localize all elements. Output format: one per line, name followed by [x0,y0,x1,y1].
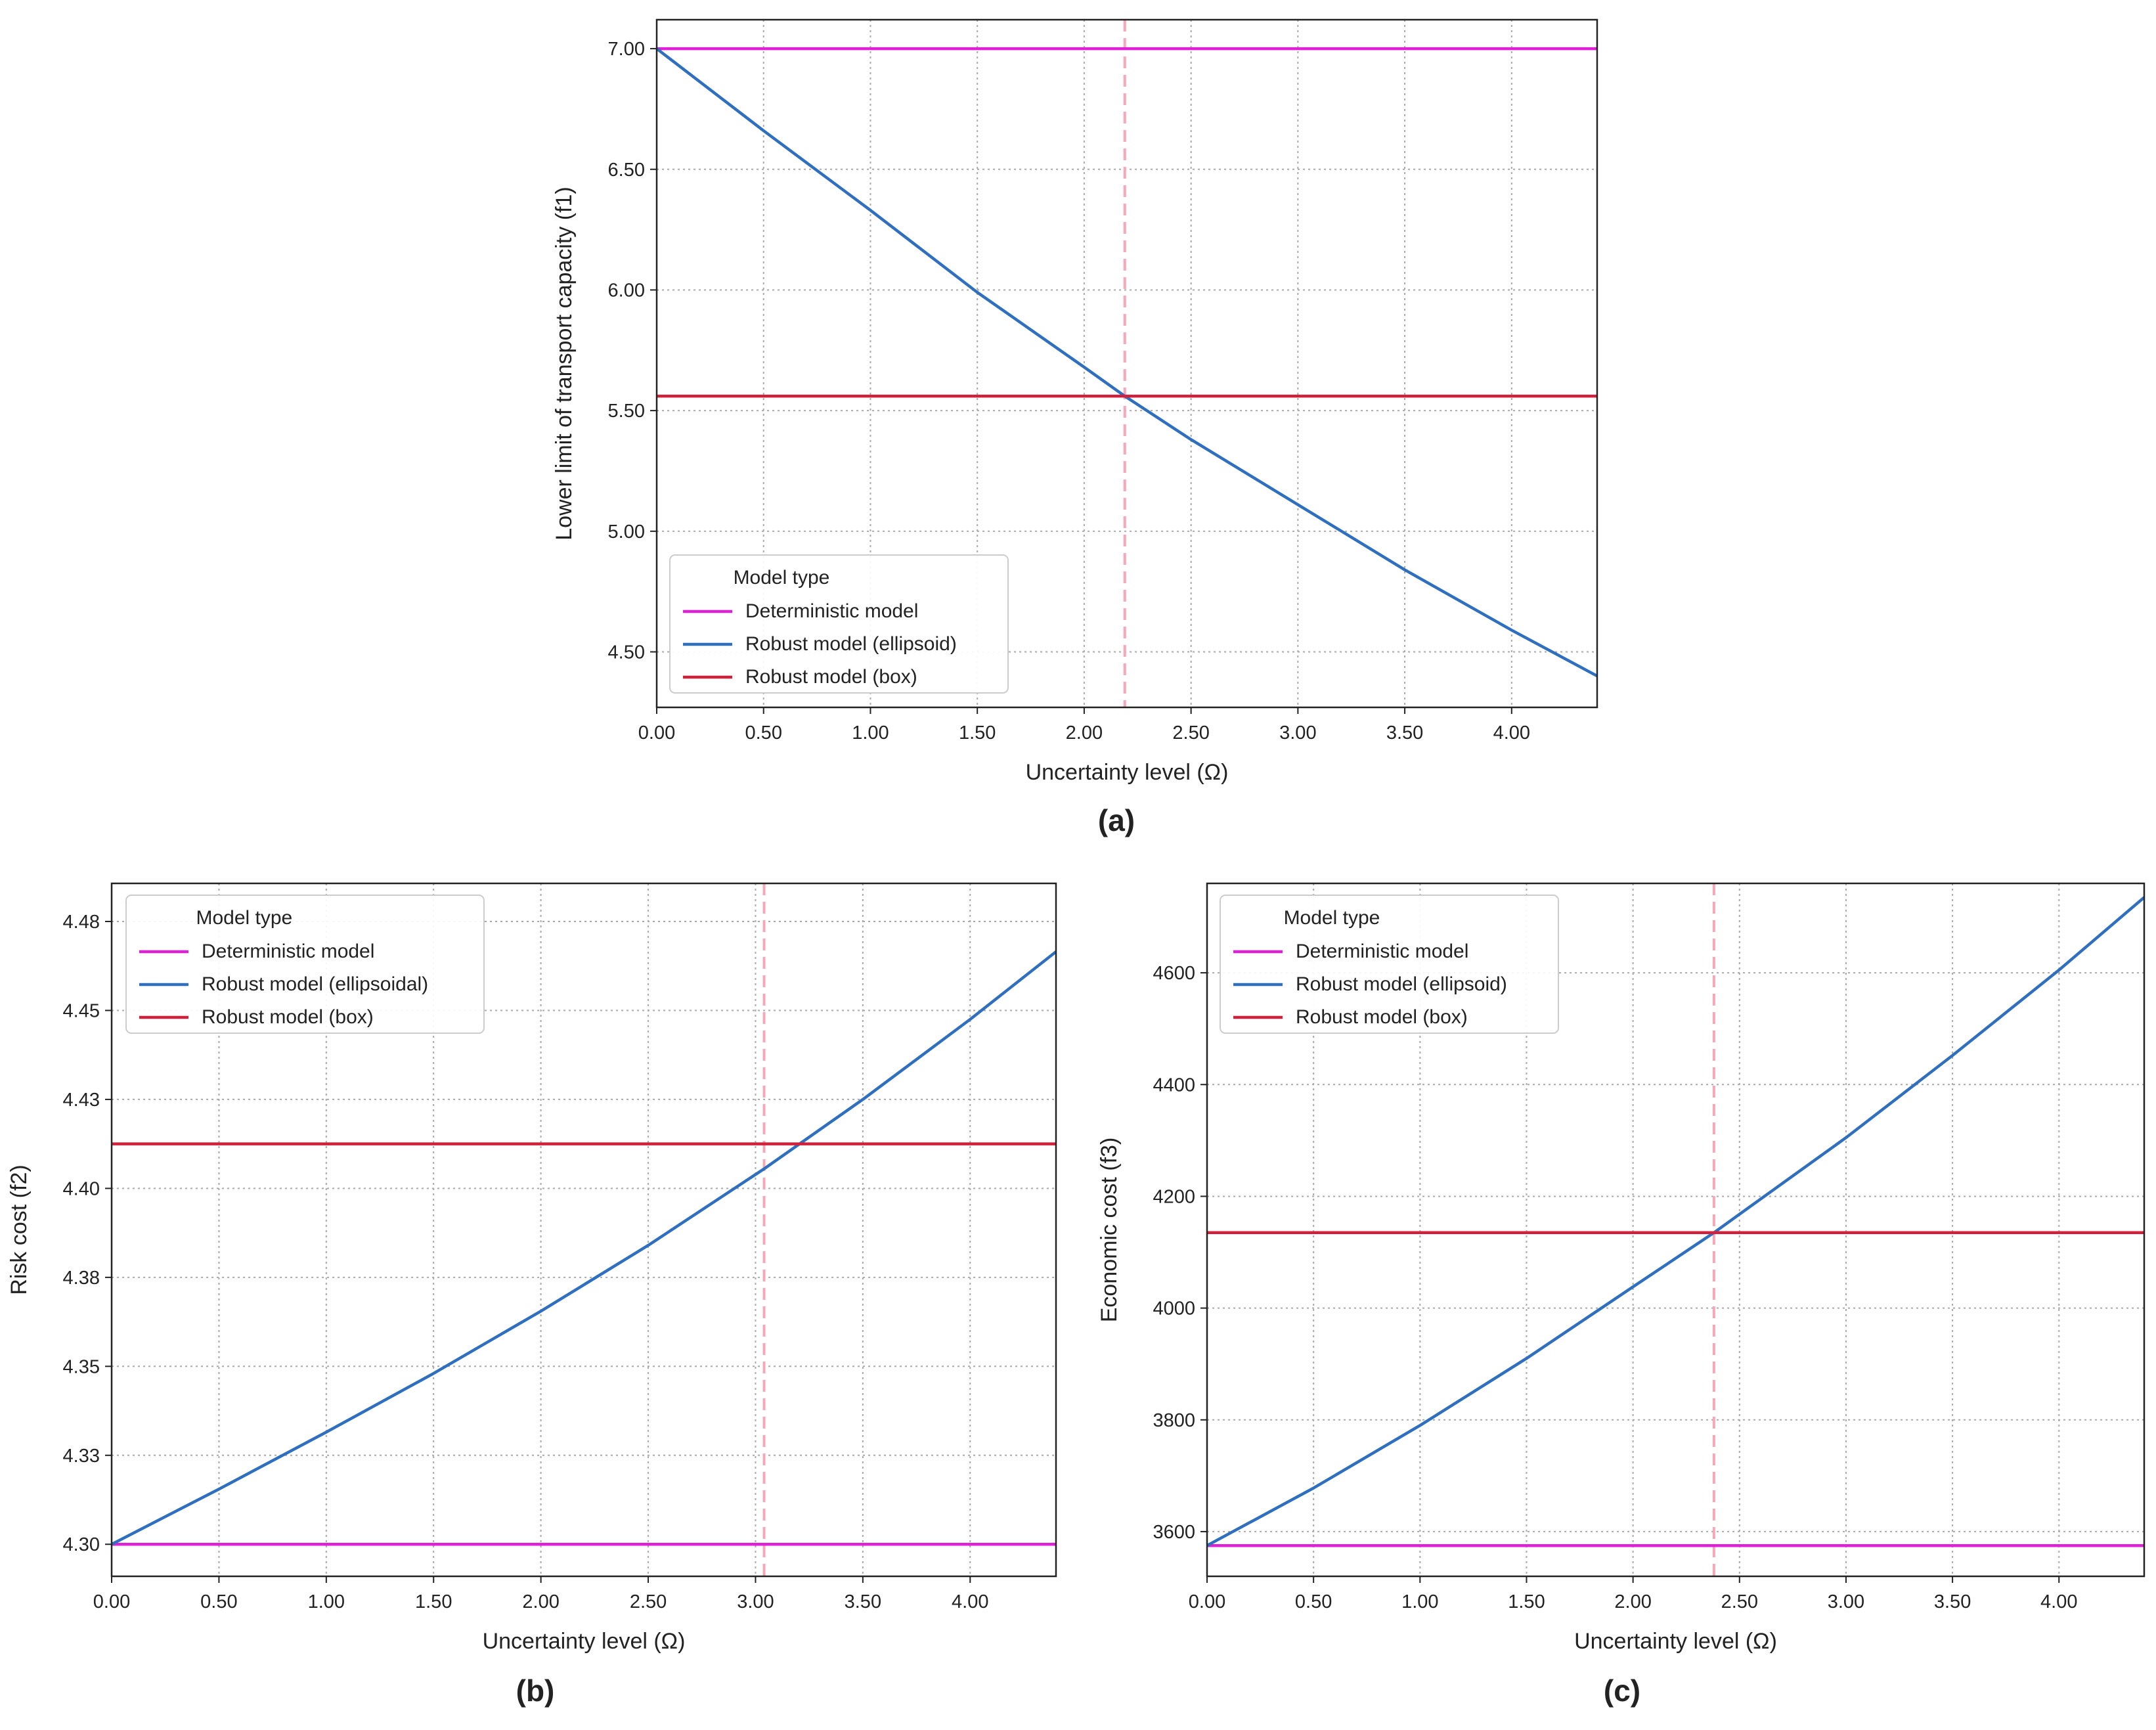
plot-frame [110,882,1057,1578]
y-tick-label: 3800 [1153,1410,1195,1431]
legend-entry: Robust model (ellipsoidal) [202,973,428,995]
legend-box [669,554,1009,694]
plot-frame [655,18,1598,709]
legend-entry: Robust model (box) [202,1006,374,1028]
x-tick-label: 1.50 [1508,1591,1545,1612]
y-tick-label: 4600 [1153,963,1195,984]
x-tick-label: 0.50 [745,722,782,743]
legend-title: Model type [1284,907,1380,929]
legend-entry: Robust model (box) [1296,1006,1468,1028]
x-tick-label: 1.00 [1401,1591,1438,1612]
series-line-ellipsoid [110,950,1057,1546]
legend-box [125,895,485,1034]
x-tick-label: 3.00 [737,1591,774,1612]
legend-entry: Robust model (box) [745,666,917,688]
panel-label: (a) [1098,803,1135,837]
y-axis-label: Risk cost (f2) [7,1164,32,1295]
legend-entry: Deterministic model [202,941,374,962]
y-axis-label: Lower limit of transport capacity (f1) [552,187,577,541]
plot-frame [1206,882,2145,1578]
legend: Model type Deterministic model Robust mode… [125,895,485,1034]
y-tick-label: 5.50 [608,401,645,422]
x-tick-label: 0.00 [1189,1591,1225,1612]
y-tick-label: 4.48 [63,912,100,933]
x-tick-label: 0.00 [638,722,675,743]
y-tick-label: 4.40 [63,1178,100,1199]
legend-entry: Robust model (ellipsoid) [745,633,957,655]
y-tick-label: 3600 [1153,1522,1195,1543]
y-tick-label: 4.30 [63,1534,100,1555]
x-tick-label: 2.50 [1172,722,1209,743]
x-tick-label: 2.50 [630,1591,667,1612]
y-tick-label: 6.00 [608,280,645,301]
y-tick-label: 4.35 [63,1356,100,1377]
y-tick-label: 4400 [1153,1075,1195,1096]
x-tick-label: 0.00 [93,1591,130,1612]
y-tick-label: 4.38 [63,1268,100,1289]
legend-entry: Robust model (ellipsoid) [1296,973,1507,995]
x-tick-label: 4.00 [2040,1591,2077,1612]
x-tick-label: 4.00 [1493,722,1530,743]
x-tick-label: 0.50 [200,1591,237,1612]
x-tick-label: 2.50 [1721,1591,1758,1612]
x-tick-label: 3.50 [845,1591,881,1612]
x-tick-label: 1.00 [308,1591,345,1612]
x-tick-label: 1.50 [415,1591,452,1612]
x-tick-label: 3.00 [1279,722,1316,743]
y-tick-label: 4.45 [63,1000,100,1021]
x-axis-label: Uncertainty level (Ω) [1026,760,1229,785]
chart-panel-a: 0.00 0.50 1.00 1.50 2.00 2.50 3.00 3.50 4.00 4.50… [552,18,1598,837]
y-tick-label: 4000 [1153,1298,1195,1320]
x-tick-label: 0.50 [1295,1591,1332,1612]
x-tick-label: 3.00 [1828,1591,1864,1612]
x-axis-label: Uncertainty level (Ω) [1574,1629,1777,1654]
legend: Model type Deterministic model Robust mode… [669,554,1009,694]
legend-title: Model type [196,907,292,929]
y-tick-label: 5.00 [608,521,645,543]
legend-entry: Deterministic model [745,600,918,622]
y-tick-label: 6.50 [608,160,645,181]
x-tick-label: 2.00 [1614,1591,1651,1612]
chart-panel-b: 0.00 0.50 1.00 1.50 2.00 2.50 3.00 3.50 4.00 4.30… [7,882,1057,1708]
legend-title: Model type [734,567,830,588]
x-tick-label: 3.50 [1934,1591,1971,1612]
x-tick-label: 3.50 [1386,722,1423,743]
y-axis-label: Economic cost (f3) [1097,1138,1122,1323]
x-tick-label: 2.00 [1066,722,1103,743]
legend: Model type Deterministic model Robust mode… [1220,895,1559,1034]
legend-box [1220,895,1559,1034]
y-tick-label: 4200 [1153,1186,1195,1207]
y-tick-label: 4.43 [63,1090,100,1111]
y-tick-label: 4.33 [63,1446,100,1467]
panel-label: (b) [516,1674,555,1708]
x-axis-label: Uncertainty level (Ω) [483,1629,686,1654]
chart-panel-c: 0.00 0.50 1.00 1.50 2.00 2.50 3.00 3.50 4.00 3600… [1097,882,2145,1708]
legend-entry: Deterministic model [1296,941,1468,962]
y-tick-label: 4.50 [608,642,645,663]
x-tick-label: 2.00 [522,1591,559,1612]
x-tick-label: 1.00 [852,722,889,743]
x-tick-label: 1.50 [959,722,996,743]
panel-label: (c) [1604,1674,1640,1708]
x-tick-label: 4.00 [952,1591,988,1612]
y-tick-label: 7.00 [608,39,645,60]
